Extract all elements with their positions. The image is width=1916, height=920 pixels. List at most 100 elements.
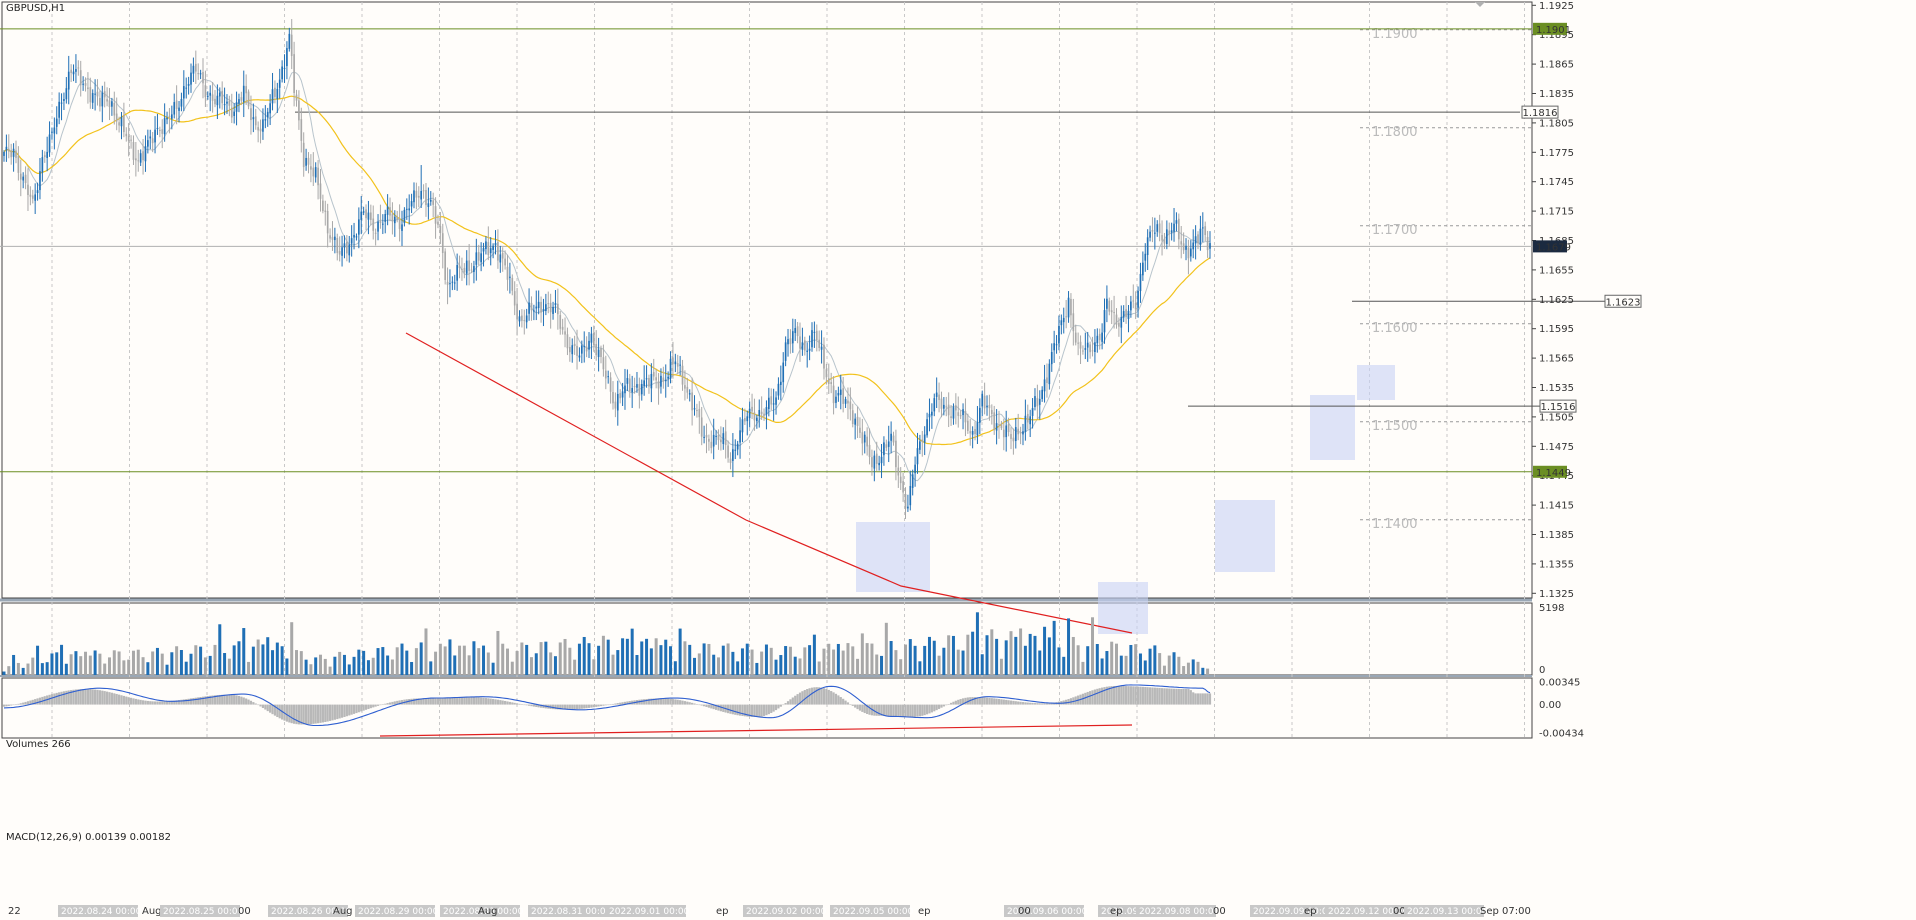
candle-body xyxy=(1156,224,1159,232)
candle-body xyxy=(27,184,29,196)
macd-histogram-bar xyxy=(182,699,185,705)
macd-histogram-bar xyxy=(261,704,265,709)
x-axis-label: 2022.08.25 00:00 xyxy=(163,907,244,917)
macd-histogram-bar xyxy=(878,704,881,716)
macd-histogram-bar xyxy=(918,704,921,717)
candle-body xyxy=(1067,297,1070,318)
volume-bar xyxy=(141,657,145,675)
macd-histogram-bar xyxy=(94,689,97,705)
x-axis-label: Sep 07:00 xyxy=(1480,906,1531,917)
candle-body xyxy=(1036,398,1039,407)
candle-body xyxy=(820,346,823,350)
macd-histogram-bar xyxy=(72,689,75,705)
volume-bar xyxy=(1100,658,1104,675)
volume-bar xyxy=(280,646,284,675)
candle-body xyxy=(353,234,355,238)
macd-histogram-bar xyxy=(240,696,243,705)
x-axis-label-bg xyxy=(743,905,823,917)
volume-bar xyxy=(918,661,922,675)
volume-bar xyxy=(184,661,188,675)
volume-bar xyxy=(1081,661,1085,675)
candle-body xyxy=(509,276,511,278)
candle-body xyxy=(758,409,761,416)
x-axis-label: 00 xyxy=(1393,906,1406,917)
highlight-zone xyxy=(1098,582,1148,634)
macd-histogram-bar xyxy=(1199,693,1202,705)
candle-body xyxy=(408,208,411,211)
volume-bar xyxy=(1028,633,1032,675)
volume-bar xyxy=(803,647,807,675)
volume-bar xyxy=(779,655,783,675)
macd-histogram-bar xyxy=(278,704,281,719)
candle-body xyxy=(343,243,346,248)
candle-body xyxy=(945,406,948,408)
price-tick-label: 1.1355 xyxy=(1539,559,1574,570)
macd-histogram-bar xyxy=(767,704,770,715)
macd-histogram-bar xyxy=(245,698,248,705)
price-tick-label: 1.1775 xyxy=(1539,148,1574,159)
volume-bar xyxy=(1158,653,1162,675)
macd-histogram-bar xyxy=(7,704,10,706)
candle-body xyxy=(65,88,68,100)
candle-body xyxy=(775,397,777,405)
candle-body xyxy=(772,403,775,405)
volume-bar xyxy=(640,641,644,675)
macd-histogram-bar xyxy=(655,698,658,705)
candle-body xyxy=(223,104,226,106)
candle-body xyxy=(470,269,473,271)
candle-body xyxy=(540,301,542,313)
candle-body xyxy=(590,333,593,343)
candle-body xyxy=(211,94,214,101)
macd-histogram-bar xyxy=(585,704,588,709)
candle-body xyxy=(602,357,605,370)
candle-body xyxy=(964,411,967,423)
price-tick-label: 1.1505 xyxy=(1539,412,1574,423)
macd-histogram-bar xyxy=(465,697,468,705)
macd-histogram-bar xyxy=(1165,688,1168,705)
macd-histogram-bar xyxy=(53,693,56,705)
candle-body xyxy=(928,413,931,418)
candle-body xyxy=(799,336,801,349)
macd-histogram-bar xyxy=(664,698,667,705)
candle-body xyxy=(962,409,964,416)
candle-body xyxy=(794,328,797,334)
macd-histogram-bar xyxy=(626,701,629,705)
candle-body xyxy=(542,309,545,312)
macd-histogram-bar xyxy=(290,704,293,724)
volume-bar xyxy=(410,661,414,675)
macd-histogram-bar xyxy=(134,698,137,705)
x-axis-label: 2022.08.26 00:00 xyxy=(271,907,352,917)
volume-bar xyxy=(1114,643,1118,675)
candle-body xyxy=(262,119,264,132)
candle-body xyxy=(499,254,502,263)
volume-bar xyxy=(702,643,706,675)
macd-histogram-bar xyxy=(206,696,209,705)
candle-body xyxy=(288,33,291,49)
candle-body xyxy=(254,116,257,126)
candle-body xyxy=(868,444,871,458)
volume-bar xyxy=(673,661,677,675)
volume-bar xyxy=(1134,644,1138,675)
macd-histogram-bar xyxy=(175,700,178,705)
candle-body xyxy=(3,151,5,156)
macd-histogram-bar xyxy=(695,704,699,705)
candle-body xyxy=(300,119,303,141)
macd-histogram-bar xyxy=(460,697,464,705)
candle-body xyxy=(1031,408,1034,416)
candle-body xyxy=(77,67,80,69)
x-axis-label-bg xyxy=(355,905,435,917)
volume-bar xyxy=(1086,646,1090,675)
macd-histogram-bar xyxy=(515,703,519,705)
macd-histogram-bar xyxy=(949,702,953,705)
macd-histogram-bar xyxy=(854,704,857,708)
volume-tick-label: 0 xyxy=(1539,665,1545,676)
candle-body xyxy=(528,302,530,314)
candle-body xyxy=(187,83,190,86)
candle-body xyxy=(405,208,408,210)
volume-bar xyxy=(875,654,879,675)
macd-histogram-bar xyxy=(985,697,989,705)
macd-histogram-bar xyxy=(86,689,90,705)
volume-bar xyxy=(1105,651,1109,675)
